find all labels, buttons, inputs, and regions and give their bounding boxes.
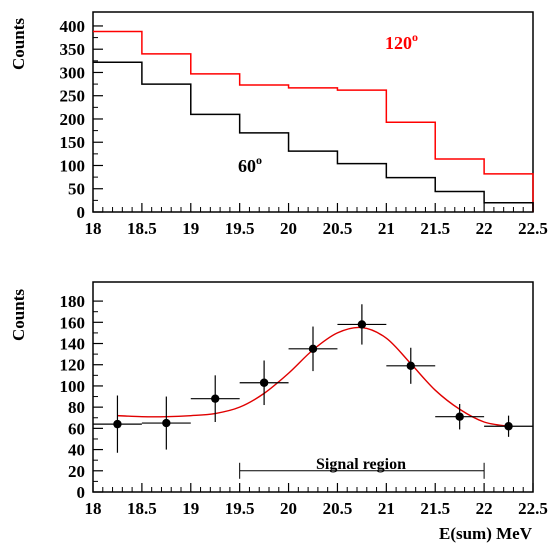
data-marker xyxy=(455,412,463,420)
y-tick-label: 160 xyxy=(60,313,86,332)
histogram-series xyxy=(93,32,533,212)
x-tick-label: 19.5 xyxy=(225,499,255,518)
data-marker xyxy=(260,379,268,387)
x-axis-ticks: 18 18.5 19 19.5 20 20.5 21 21.5 22 22.5 xyxy=(85,203,548,238)
y-tick-label: 150 xyxy=(60,133,86,152)
y-tick-label: 350 xyxy=(60,40,86,59)
signal-region-label: Signal region xyxy=(316,456,406,473)
data-point xyxy=(240,360,289,405)
x-tick-label: 22 xyxy=(476,219,493,238)
y-tick-label: 100 xyxy=(60,377,86,396)
data-point xyxy=(289,327,338,372)
x-tick-label: 19 xyxy=(182,219,199,238)
data-marker xyxy=(113,420,121,428)
y-tick-label: 120 xyxy=(60,356,86,375)
x-tick-label: 19.5 xyxy=(225,219,255,238)
y-tick-label: 0 xyxy=(77,203,86,222)
x-tick-label: 20.5 xyxy=(323,219,353,238)
x-tick-label: 21.5 xyxy=(420,219,450,238)
legend-120: 120o xyxy=(385,30,418,53)
x-tick-label: 18 xyxy=(85,219,102,238)
plot-frame xyxy=(93,12,533,212)
x-tick-label: 18.5 xyxy=(127,219,157,238)
x-tick-label: 19 xyxy=(182,499,199,518)
y-tick-label: 60 xyxy=(68,419,85,438)
data-point xyxy=(142,397,191,450)
y-tick-label: 140 xyxy=(60,335,86,354)
y-tick-label: 100 xyxy=(60,156,86,175)
y-axis-ticks: 0 50 100 150 200 250 300 350 400 xyxy=(60,17,104,222)
x-tick-label: 21.5 xyxy=(420,499,450,518)
y-tick-label: 80 xyxy=(68,398,85,417)
y-tick-label: 20 xyxy=(68,462,85,481)
x-tick-label: 22 xyxy=(476,499,493,518)
y-tick-label: 400 xyxy=(60,17,86,36)
x-tick-label: 18.5 xyxy=(127,499,157,518)
data-points xyxy=(93,304,533,452)
histogram-line-60 xyxy=(93,62,533,212)
data-point xyxy=(484,416,533,437)
y-axis-label: Counts xyxy=(9,18,28,70)
y-tick-label: 40 xyxy=(68,441,85,460)
data-point xyxy=(435,404,484,429)
x-axis-label: E(sum) MeV xyxy=(439,524,533,543)
y-tick-label: 180 xyxy=(60,292,86,311)
y-axis-ticks: 0 20 40 60 80 100 120 140 160 180 xyxy=(60,292,104,502)
x-tick-label: 20.5 xyxy=(323,499,353,518)
legend-60: 60o xyxy=(238,153,262,176)
x-tick-label: 21 xyxy=(378,499,395,518)
data-point xyxy=(93,395,142,452)
x-tick-label: 20 xyxy=(280,219,297,238)
data-marker xyxy=(407,362,415,370)
y-axis-label: Counts xyxy=(9,289,28,341)
x-tick-label: 20 xyxy=(280,499,297,518)
histogram-panel: 18 18.5 19 19.5 20 20.5 21 21.5 22 22.5 0 50 100 150… xyxy=(9,12,548,238)
x-axis-ticks: 18 18.5 19 19.5 20 20.5 21 21.5 22 22.5 xyxy=(85,483,548,518)
y-tick-label: 200 xyxy=(60,110,86,129)
signal-panel: 18 18.5 19 19.5 20 20.5 21 21.5 22 22.5 0 20 40 60 80… xyxy=(9,282,548,543)
x-tick-label: 18 xyxy=(85,499,102,518)
plot-frame xyxy=(93,282,533,492)
histogram-line-120 xyxy=(93,32,533,212)
data-marker xyxy=(358,320,366,328)
data-marker xyxy=(211,394,219,402)
y-tick-label: 50 xyxy=(68,180,85,199)
data-marker xyxy=(162,419,170,427)
x-tick-label: 22.5 xyxy=(518,219,548,238)
x-tick-label: 22.5 xyxy=(518,499,548,518)
data-point xyxy=(386,348,435,384)
data-marker xyxy=(309,345,317,353)
data-marker xyxy=(504,422,512,430)
y-tick-label: 250 xyxy=(60,87,86,106)
x-tick-label: 21 xyxy=(378,219,395,238)
y-tick-label: 0 xyxy=(77,483,86,502)
data-point xyxy=(337,304,386,344)
y-tick-label: 300 xyxy=(60,63,86,82)
